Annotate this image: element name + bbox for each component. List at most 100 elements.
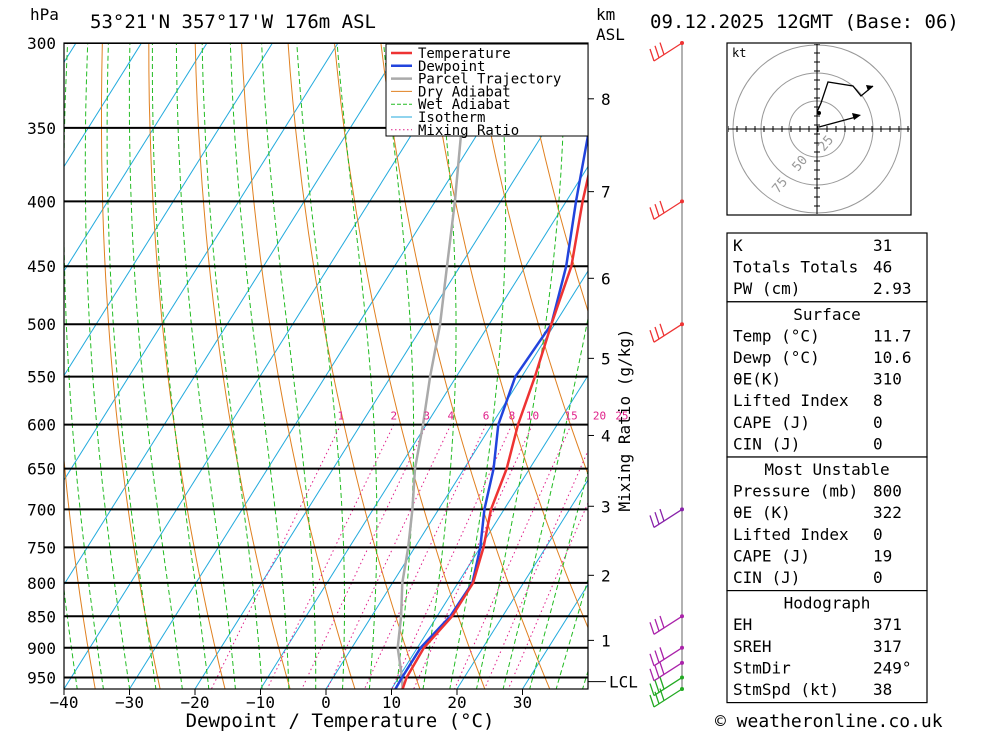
station-location: 53°21'N 357°17'W 176m ASL — [90, 11, 376, 33]
isotherm--50 — [64, 43, 404, 586]
wind-barb-400 — [649, 200, 683, 220]
dry-adiabat-440 — [968, 5, 1000, 706]
wind-barb-300 — [649, 42, 683, 62]
indices-hodograph-value-1: 317 — [873, 637, 902, 656]
pressure-tick-800: 800 — [27, 574, 56, 593]
indices-box-general — [726, 232, 928, 303]
wind-barb-925 — [649, 662, 683, 682]
pressure-tick-400: 400 — [27, 192, 56, 211]
dry-adiabat-430 — [923, 5, 1000, 706]
pressure-tick-950: 950 — [27, 669, 56, 688]
wind-barb-700 — [649, 508, 683, 528]
isotherm--90 — [64, 43, 142, 168]
wet-adiabat--40 — [21, 5, 54, 706]
indices-most-unstable-value-4: 0 — [873, 568, 883, 587]
sounding-profiles — [394, 60, 588, 689]
legend-label-4: Wet Adiabat — [418, 97, 511, 113]
mixing-ratio-labels: 1 2 3 4 6 8 10 15 20 25 — [337, 410, 628, 423]
legend-label-0: Temperature — [418, 46, 511, 62]
temperature-line — [401, 171, 588, 689]
indices-hodograph-value-2: 249° — [873, 658, 912, 677]
indices-general-label-0: K — [733, 236, 743, 255]
storm-motion-vector — [818, 116, 857, 128]
x-tick--40: −40 — [50, 693, 79, 712]
indices-most-unstable-value-2: 0 — [873, 525, 883, 544]
height-axis-unit-asl: ASL — [596, 25, 625, 44]
indices-surface-value-3: 8 — [873, 391, 883, 410]
dry-adiabat-270 — [194, 43, 291, 689]
indices-hodograph-label-2: StmDir — [733, 658, 791, 677]
pressure-tick-500: 500 — [27, 315, 56, 334]
height-tick-1: 1 — [601, 631, 611, 650]
dry-adiabat-260 — [148, 43, 226, 689]
isotherm--40 — [64, 43, 470, 689]
x-tick-20: 20 — [447, 693, 466, 712]
indices-most-unstable-label-4: CIN (J) — [733, 568, 800, 587]
indices-table: K 31 Totals Totals 46 PW (cm) 2.93 Surface Temp… — [726, 232, 928, 704]
indices-surface-value-0: 11.7 — [873, 326, 912, 345]
isotherm-10 — [391, 374, 588, 689]
pressure-tick-labels: 300 350 400 450 500 550 600 650 700 750 800 850 900 9… — [27, 34, 56, 688]
mixing-ratio-line-20 — [484, 449, 588, 689]
indices-surface-label-5: CIN (J) — [733, 434, 800, 453]
wet-adiabat-32 — [529, 469, 588, 689]
isotherm--10 — [260, 165, 588, 689]
wet-adiabat-4 — [296, 43, 345, 689]
indices-most-unstable-value-1: 322 — [873, 503, 902, 522]
legend-label-3: Dry Adiabat — [418, 84, 511, 100]
mixing-ratio-line-2 — [266, 424, 395, 689]
pressure-tick-600: 600 — [27, 416, 56, 435]
mixing-ratio-line-4 — [326, 424, 452, 689]
pressure-tick-900: 900 — [27, 639, 56, 658]
height-tick-6: 6 — [601, 269, 611, 288]
indices-general-label-1: Totals Totals — [733, 258, 858, 277]
wet-adiabat--24 — [106, 43, 157, 689]
height-tick-7: 7 — [601, 183, 611, 202]
mixing-ratio-line-8 — [391, 424, 513, 689]
wind-barb-950 — [649, 676, 683, 697]
height-axis-unit: km — [596, 5, 615, 24]
dry-adiabat-250 — [101, 43, 161, 689]
x-tick-30: 30 — [513, 693, 532, 712]
indices-hodograph-value-3: 38 — [873, 680, 892, 699]
pressure-tick-750: 750 — [27, 538, 56, 557]
pressure-tick-300: 300 — [27, 34, 56, 53]
skewt-plot-area — [21, 5, 1000, 706]
indices-general-value-0: 31 — [873, 236, 892, 255]
wind-barb-500 — [649, 323, 683, 343]
mixing-ratio-axis-title: Mixing Ratio (g/kg) — [615, 328, 634, 511]
storm-motion-arrow — [852, 113, 861, 120]
hodograph: 25 50 75 kt — [726, 42, 912, 216]
mixing-ratio-line-10 — [413, 424, 533, 689]
indices-surface-label-0: Temp (°C) — [733, 326, 820, 345]
model-run-time: 09.12.2025 12GMT (Base: 06) — [650, 11, 959, 33]
wet-adiabat-8 — [336, 43, 378, 689]
hodograph-trace-arrow — [866, 85, 873, 91]
wet-adiabat--4 — [229, 43, 290, 689]
mixing-ratio-label-10: 10 — [526, 410, 539, 423]
hodograph-trace — [816, 81, 874, 113]
parcel-trajectory-line — [396, 60, 479, 689]
indices-title-most-unstable: Most Unstable — [764, 460, 889, 479]
height-tick-labels: 1 2 3 4 5 6 7 8 — [588, 90, 611, 683]
indices-general-value-1: 46 — [873, 258, 892, 277]
indices-surface-label-3: Lifted Index — [733, 391, 849, 410]
indices-most-unstable-label-3: CAPE (J) — [733, 546, 810, 565]
indices-general-label-2: PW (cm) — [733, 279, 800, 298]
isotherm-0 — [325, 270, 588, 689]
isotherm--60 — [64, 43, 339, 481]
isotherm-20 — [456, 479, 588, 689]
mixing-ratio-label-3: 3 — [423, 410, 430, 423]
indices-box-surface — [726, 301, 928, 458]
indices-most-unstable-label-1: θE (K) — [733, 503, 791, 522]
mixing-ratio-label-2: 2 — [391, 410, 398, 423]
wet-adiabat--8 — [201, 43, 263, 689]
isotherm--80 — [64, 43, 208, 273]
wind-barb-900 — [649, 647, 683, 667]
indices-general-value-2: 2.93 — [873, 279, 912, 298]
indices-box-hodograph — [726, 589, 928, 704]
indices-most-unstable-value-3: 19 — [873, 546, 892, 565]
pressure-tick-550: 550 — [27, 368, 56, 387]
indices-hodograph-label-3: StmSpd (kt) — [733, 680, 839, 699]
indices-surface-label-2: θE(K) — [733, 370, 781, 389]
